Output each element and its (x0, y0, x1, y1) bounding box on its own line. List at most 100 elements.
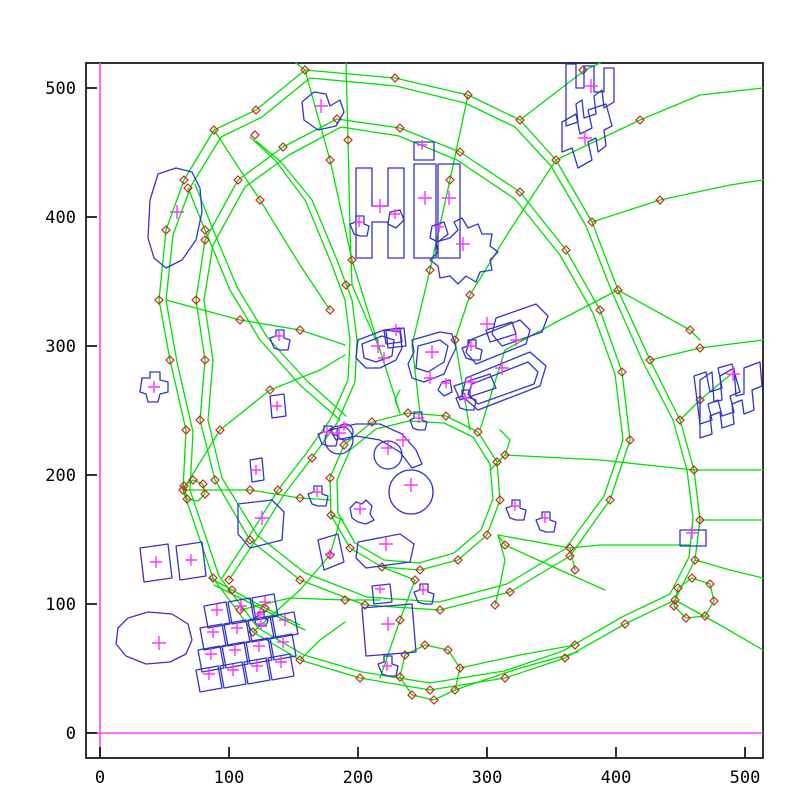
building-circle-core4 (336, 423, 354, 441)
building-slab-s1 (317, 533, 345, 571)
building-grid-3-0 (251, 593, 279, 621)
building-rect-w2 (269, 393, 287, 419)
building-star-ne (429, 217, 499, 285)
building-grid-1-0 (203, 601, 231, 629)
outer-ring-road-inner-lane (165, 77, 694, 684)
building-cross-s (377, 655, 399, 677)
building-cross-e3 (461, 339, 483, 361)
building-slab-n1 (413, 163, 437, 259)
building-cross-n2 (349, 215, 370, 237)
y-tick-label-500: 500 (45, 79, 76, 99)
building-box-n (413, 141, 435, 161)
mid-ring-road-inner-lane (203, 126, 624, 603)
building-lens-s (355, 533, 415, 569)
connector-se-a (494, 534, 506, 606)
radial-spoke-w2 (182, 354, 346, 491)
building-grid-3-2 (245, 637, 273, 665)
inner-ring-road-inner-lane (336, 420, 494, 564)
radial-spoke-w3 (165, 299, 346, 346)
radial-spoke-se2 (497, 534, 606, 591)
building-grid-2-1 (223, 619, 251, 647)
building-cross-e1 (455, 389, 477, 411)
mid-ring-road (195, 118, 631, 611)
building-flower-core (349, 499, 375, 525)
building-angular-nc-inner (361, 335, 395, 363)
building-cross-e4 (505, 499, 527, 521)
building-angular-nc (355, 329, 403, 369)
connector-sw-a (209, 577, 301, 626)
building-cross-w3 (307, 485, 329, 507)
radial-ext-e (591, 179, 764, 223)
building-cross-e-core (535, 511, 557, 533)
connector-core-w (330, 514, 344, 521)
radial-double-nw-b (194, 183, 347, 417)
building-H-e (693, 363, 741, 425)
inner-ring-road (329, 412, 501, 571)
connector-s-c (459, 644, 576, 669)
connector-e-b (679, 374, 731, 421)
radial-spoke-e3 (489, 454, 695, 471)
building-sq-nc (385, 327, 407, 349)
building-grid-1-1 (199, 623, 227, 651)
x-axis-ticks: 0 100 200 300 400 500 (95, 747, 760, 788)
building-blob-sw (115, 611, 193, 665)
outer-ring-road (158, 69, 701, 691)
radial-double-sw-a (221, 136, 351, 579)
building-rect-e-far (679, 529, 707, 547)
building-sq-s2 (361, 603, 417, 657)
x-tick-label-500: 500 (730, 768, 761, 788)
building-grid-4-1 (271, 611, 299, 639)
building-cross-s2 (413, 583, 435, 605)
radial-spoke-nw1 (213, 129, 331, 311)
building-L-center (407, 331, 457, 383)
x-tick-label-100: 100 (214, 768, 245, 788)
building-centroid-layer (148, 79, 740, 680)
building-footprint-layer (115, 63, 763, 693)
building-cross-w4 (317, 425, 339, 447)
building-comb-ne2 (561, 103, 613, 169)
y-tick-label-400: 400 (45, 208, 76, 228)
building-grid-2-3 (219, 661, 247, 689)
building-par-sw2 (175, 541, 207, 581)
connector-core-e (499, 429, 511, 456)
x-tick-label-0: 0 (95, 768, 105, 788)
connector-core-n (394, 389, 401, 414)
y-tick-label-300: 300 (45, 337, 76, 357)
connector-e-a (617, 289, 701, 341)
connector-sw-b (213, 584, 306, 631)
y-tick-label-0: 0 (66, 724, 76, 744)
radial-ext-ene (555, 87, 764, 161)
building-sq-s1 (371, 583, 393, 605)
building-grid-4-3 (267, 653, 295, 681)
building-grid-3-1 (247, 615, 275, 643)
connector-s-a (299, 621, 346, 661)
building-grid-4-2 (269, 633, 297, 661)
building-grid-2-2 (221, 641, 249, 669)
roundabout-south (399, 644, 461, 701)
building-e-slab1-inner (467, 361, 539, 405)
building-grid-3-3 (243, 657, 271, 685)
building-crescent-ne (429, 221, 449, 243)
building-par-sw1 (139, 543, 173, 583)
building-circle-n (387, 209, 405, 229)
building-e-slab2 (465, 319, 531, 365)
roundabout-west (183, 479, 206, 502)
radial-spoke-n2 (345, 62, 381, 351)
building-cross-n-core (409, 411, 428, 431)
radial-ext-se (694, 559, 764, 579)
building-circle-e2 (437, 379, 453, 397)
building-H-n (355, 167, 405, 259)
building-rect-e1 (453, 373, 497, 401)
roundabout-east (673, 577, 715, 619)
road-node-layer (154, 65, 719, 705)
building-grid-1-2 (197, 645, 225, 673)
building-circle-core (388, 469, 434, 515)
x-tick-label-400: 400 (601, 768, 632, 788)
radial-spoke-se1 (497, 534, 691, 549)
x-tick-label-200: 200 (343, 768, 374, 788)
y-axis-ticks: 0 100 200 300 400 500 (45, 79, 97, 744)
radial-ext-sse (674, 599, 764, 651)
y-tick-label-100: 100 (45, 595, 76, 615)
